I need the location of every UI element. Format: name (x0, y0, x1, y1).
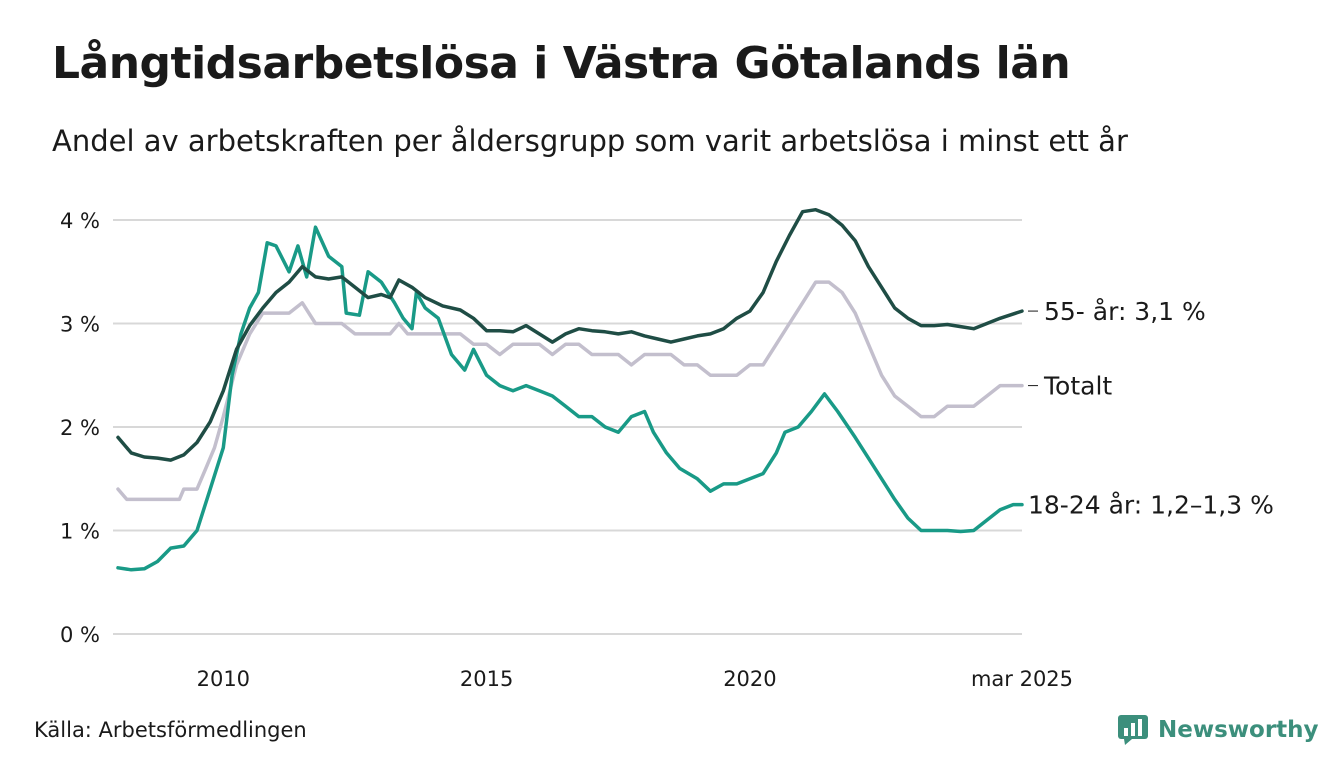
end-label-s1824: 18-24 år: 1,2–1,3 % (1028, 491, 1274, 520)
series-line-total (116, 280, 1024, 502)
series-line-s1824 (116, 225, 1024, 572)
chart-title: Långtidsarbetslösa i Västra Götalands lä… (52, 38, 1071, 89)
y-tick-label: 1 % (60, 520, 100, 544)
x-tick-label: 2015 (460, 667, 513, 691)
end-label-total: Totalt (1043, 372, 1112, 401)
brand-logo[interactable]: Newsworthy (1118, 712, 1319, 748)
series-line-s55 (116, 207, 1024, 462)
brand-name: Newsworthy (1158, 717, 1319, 743)
chart-subtitle: Andel av arbetskraften per åldersgrupp s… (52, 124, 1128, 158)
source-note: Källa: Arbetsförmedlingen (34, 718, 307, 742)
newsworthy-logo-icon (1118, 715, 1148, 745)
y-tick-label: 3 % (60, 313, 100, 337)
y-tick-label: 0 % (60, 623, 100, 647)
x-tick-label: 2010 (197, 667, 250, 691)
end-label-s55: 55- år: 3,1 % (1044, 297, 1206, 326)
y-tick-label: 4 % (60, 209, 100, 233)
x-tick-label: mar 2025 (971, 667, 1073, 691)
x-tick-label: 2020 (723, 667, 776, 691)
y-tick-label: 2 % (60, 416, 100, 440)
